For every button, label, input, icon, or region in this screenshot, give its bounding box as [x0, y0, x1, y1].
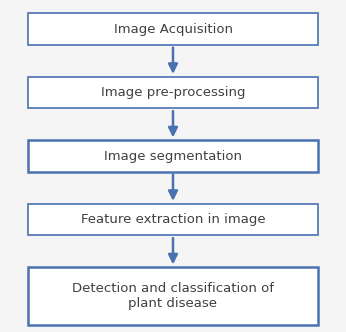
FancyBboxPatch shape [28, 267, 318, 325]
FancyBboxPatch shape [28, 140, 318, 172]
FancyBboxPatch shape [28, 204, 318, 235]
Text: Feature extraction in image: Feature extraction in image [81, 213, 265, 226]
Text: Detection and classification of
plant disease: Detection and classification of plant di… [72, 282, 274, 310]
FancyBboxPatch shape [28, 13, 318, 45]
FancyBboxPatch shape [28, 77, 318, 108]
Text: Image segmentation: Image segmentation [104, 149, 242, 163]
Text: Image pre-processing: Image pre-processing [101, 86, 245, 99]
Text: Image Acquisition: Image Acquisition [113, 23, 233, 36]
